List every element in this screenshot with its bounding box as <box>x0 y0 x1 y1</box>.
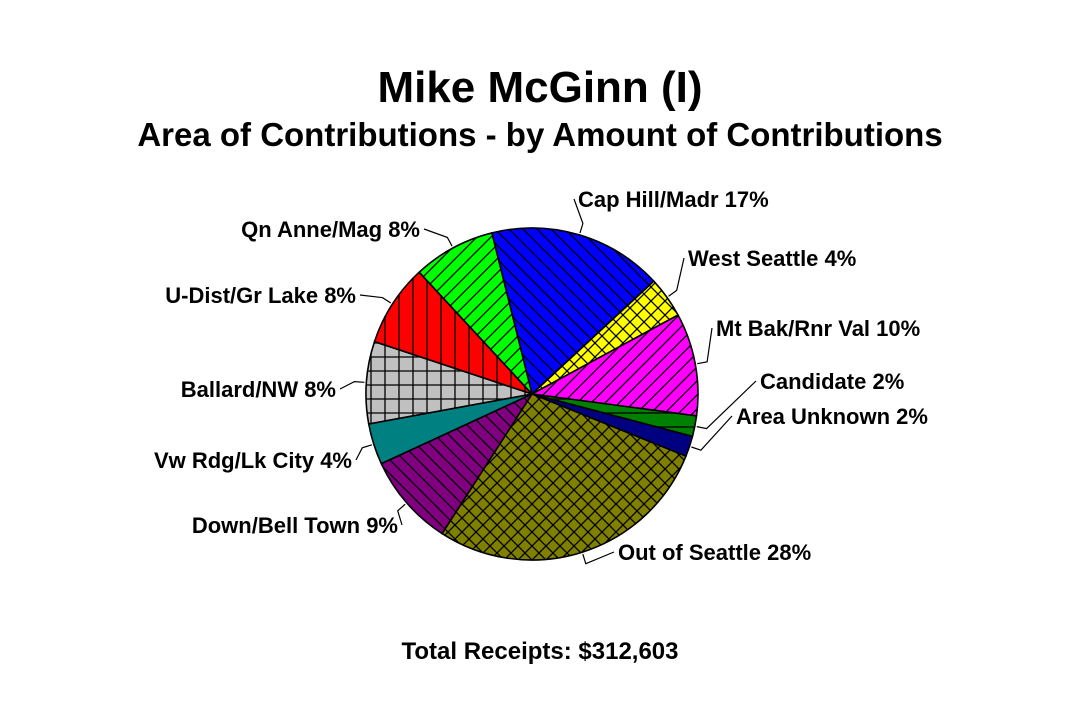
slice-label-8: Ballard/NW 8% <box>181 377 336 402</box>
leader-line-9 <box>359 294 392 304</box>
leader-line-7 <box>355 444 373 461</box>
slice-label-9: U-Dist/Gr Lake 8% <box>165 283 356 308</box>
slice-label-4: Area Unknown 2% <box>736 404 928 429</box>
pie-slice-5 <box>441 393 687 561</box>
leader-line-1 <box>668 257 685 297</box>
leader-line-8 <box>339 380 365 390</box>
slice-label-7: Vw Rdg/Lk City 4% <box>154 448 352 473</box>
chart-title: Mike McGinn (I) <box>377 63 703 112</box>
slice-label-0: Cap Hill/Madr 17% <box>578 187 769 212</box>
leader-line-3 <box>696 380 757 430</box>
slice-label-1: West Seattle 4% <box>688 246 856 271</box>
leader-line-10 <box>423 228 453 247</box>
pie-slice-2 <box>531 314 699 417</box>
slice-label-5: Out of Seattle 28% <box>618 540 811 565</box>
slice-label-3: Candidate 2% <box>760 369 904 394</box>
leader-line-6 <box>397 503 406 526</box>
pie-slice-10 <box>418 232 533 395</box>
pie-slice-6 <box>380 393 533 535</box>
total-receipts: Total Receipts: $312,603 <box>401 638 679 665</box>
chart-subtitle: Area of Contributions - by Amount of Con… <box>137 116 943 153</box>
slice-label-10: Qn Anne/Mag 8% <box>241 217 420 242</box>
leader-line-2 <box>697 327 713 365</box>
slice-label-6: Down/Bell Town 9% <box>192 513 398 538</box>
slice-label-2: Mt Bak/Rnr Val 10% <box>716 316 920 341</box>
leader-line-5 <box>582 551 615 565</box>
leader-line-0 <box>573 198 584 234</box>
pie-slice-0 <box>491 227 655 395</box>
leader-line-4 <box>691 415 733 451</box>
